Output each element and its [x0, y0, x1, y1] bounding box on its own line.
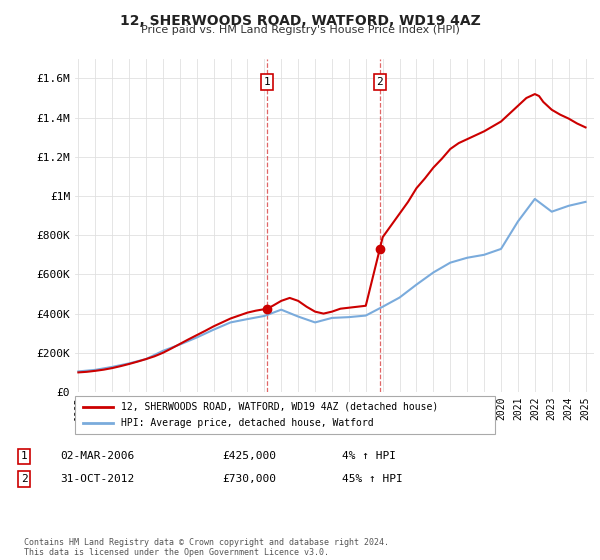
- Text: Price paid vs. HM Land Registry's House Price Index (HPI): Price paid vs. HM Land Registry's House …: [140, 25, 460, 35]
- Text: Contains HM Land Registry data © Crown copyright and database right 2024.
This d: Contains HM Land Registry data © Crown c…: [24, 538, 389, 557]
- Text: 2: 2: [376, 77, 383, 87]
- Text: 02-MAR-2006: 02-MAR-2006: [60, 451, 134, 461]
- FancyBboxPatch shape: [75, 396, 495, 434]
- Text: 1: 1: [264, 77, 271, 87]
- Text: £730,000: £730,000: [222, 474, 276, 484]
- Text: 12, SHERWOODS ROAD, WATFORD, WD19 4AZ: 12, SHERWOODS ROAD, WATFORD, WD19 4AZ: [119, 14, 481, 28]
- Text: HPI: Average price, detached house, Watford: HPI: Average price, detached house, Watf…: [121, 418, 374, 428]
- Text: £425,000: £425,000: [222, 451, 276, 461]
- Text: 12, SHERWOODS ROAD, WATFORD, WD19 4AZ (detached house): 12, SHERWOODS ROAD, WATFORD, WD19 4AZ (d…: [121, 402, 439, 412]
- Text: 45% ↑ HPI: 45% ↑ HPI: [342, 474, 403, 484]
- Text: 1: 1: [20, 451, 28, 461]
- Text: 31-OCT-2012: 31-OCT-2012: [60, 474, 134, 484]
- Text: 2: 2: [20, 474, 28, 484]
- Text: 4% ↑ HPI: 4% ↑ HPI: [342, 451, 396, 461]
